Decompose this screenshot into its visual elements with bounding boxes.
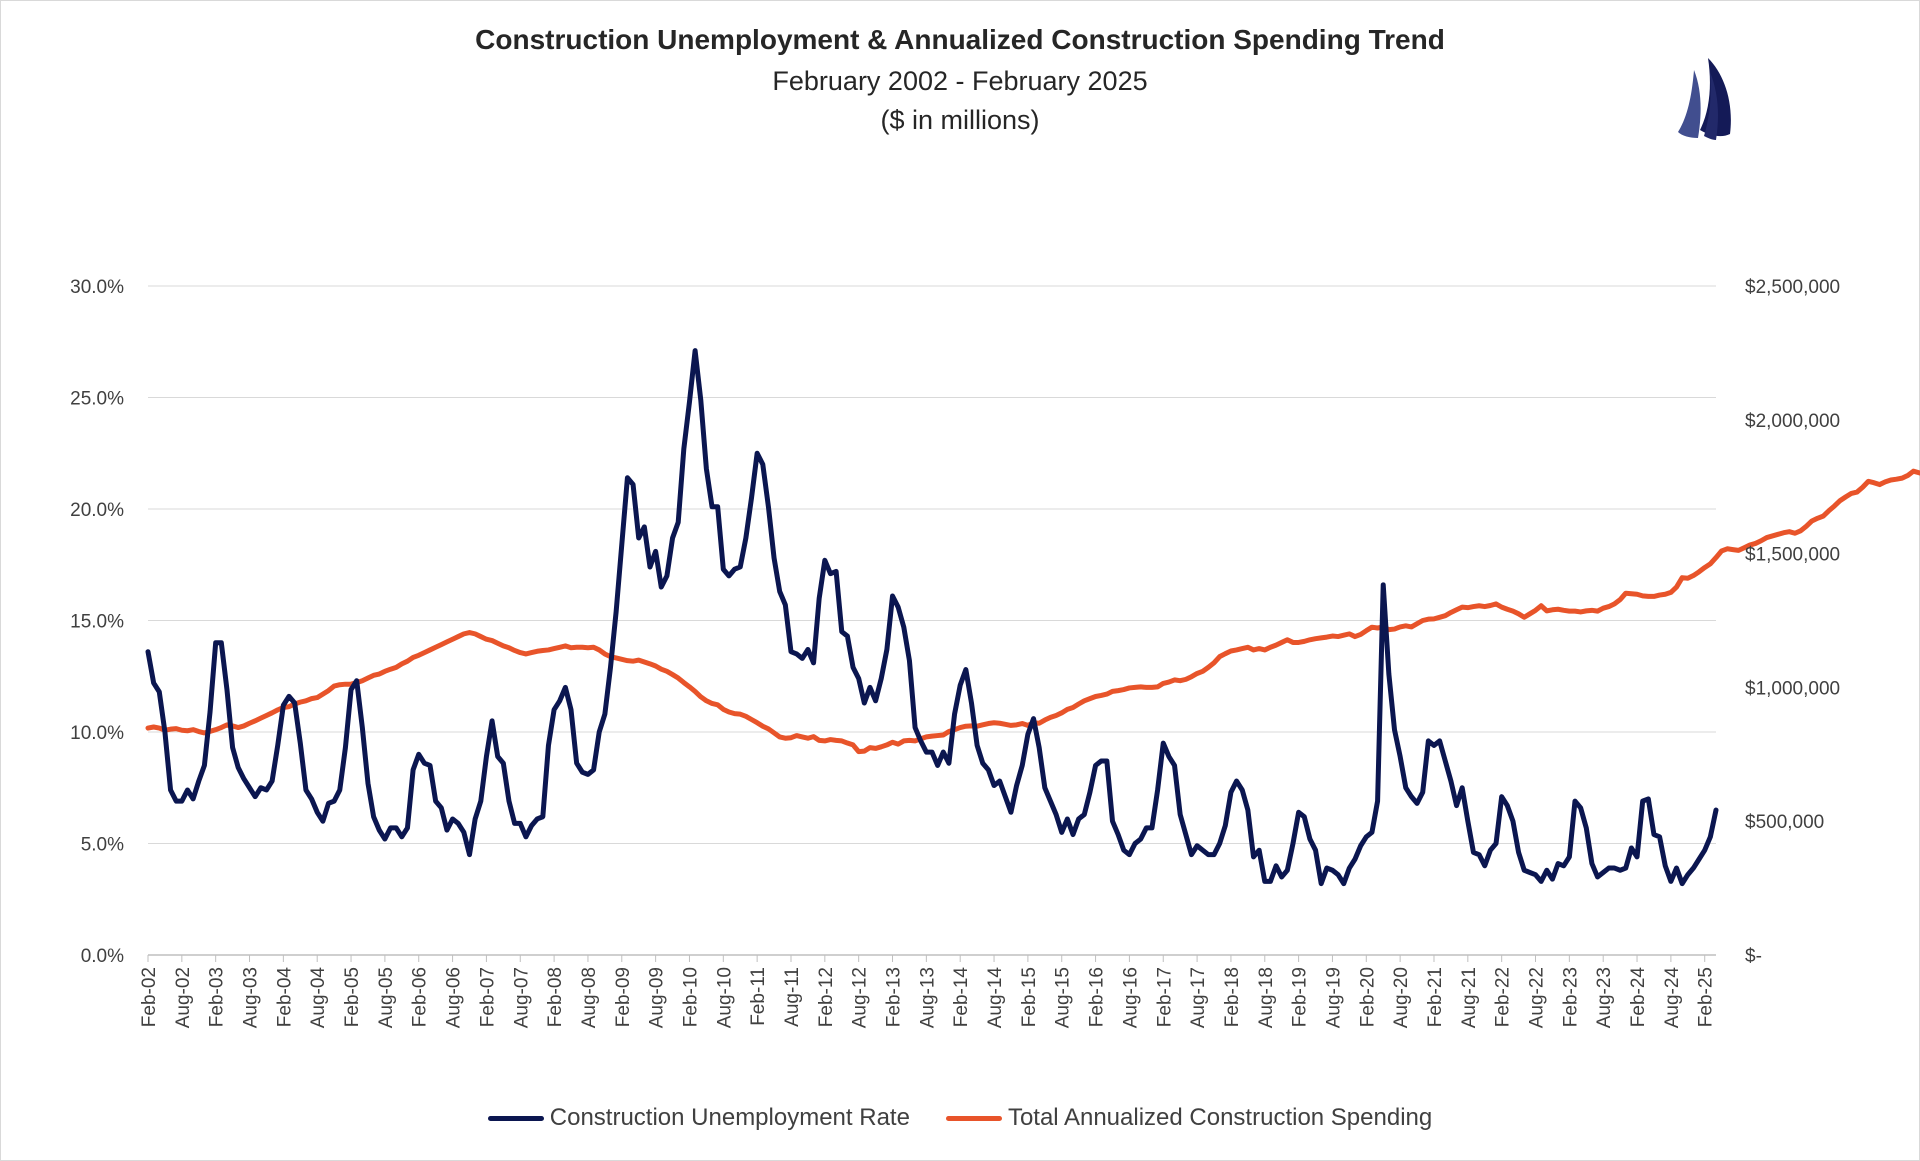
- x-tick-label: Feb-11: [748, 967, 769, 1026]
- y-left-tick-label: 0.0%: [81, 946, 124, 967]
- x-tick-label: Aug-02: [173, 967, 194, 1028]
- legend-label-unemployment: Construction Unemployment Rate: [549, 1104, 910, 1131]
- x-tick-label: Aug-22: [1527, 967, 1548, 1028]
- x-tick-label: Feb-13: [884, 967, 905, 1027]
- x-tick-label: Feb-05: [342, 967, 363, 1027]
- y-right-tick-label: $-: [1745, 946, 1762, 967]
- x-tick-label: Aug-13: [917, 967, 938, 1028]
- x-tick-label: Aug-14: [985, 967, 1006, 1029]
- x-tick-label: Aug-04: [308, 967, 329, 1029]
- x-tick-label: Aug-20: [1391, 967, 1412, 1028]
- chart-units-note: ($ in millions): [880, 105, 1040, 135]
- y-left-tick-label: 15.0%: [70, 612, 124, 633]
- x-tick-label: Aug-06: [444, 967, 465, 1028]
- x-tick-label: Aug-09: [647, 967, 668, 1028]
- x-tick-label: Feb-23: [1560, 967, 1581, 1027]
- x-tick-label: Aug-03: [241, 967, 262, 1028]
- x-tick-label: Feb-14: [951, 967, 972, 1028]
- x-tick-label: Feb-17: [1154, 967, 1175, 1027]
- legend-item-spending: Total Annualized Construction Spending: [945, 1104, 1433, 1132]
- x-tick-label: Aug-07: [511, 967, 532, 1028]
- y-left-tick-label: 5.0%: [81, 835, 124, 856]
- legend-label-spending: Total Annualized Construction Spending: [1007, 1104, 1433, 1131]
- x-tick-label: Aug-05: [376, 967, 397, 1028]
- x-tick-label: Aug-24: [1662, 967, 1683, 1029]
- y-right-tick-label: $500,000: [1745, 812, 1824, 833]
- chart-subtitle: February 2002 - February 2025: [772, 66, 1148, 96]
- x-tick-label: Feb-07: [477, 967, 498, 1027]
- x-tick-label: Feb-18: [1222, 967, 1243, 1027]
- y-left-tick-label: 25.0%: [70, 389, 124, 410]
- x-tick-label: Feb-22: [1493, 967, 1514, 1027]
- x-tick-label: Feb-15: [1019, 967, 1040, 1027]
- x-tick-label: Feb-21: [1425, 967, 1446, 1027]
- x-tick-label: Feb-09: [613, 967, 634, 1027]
- x-tick-label: Aug-23: [1594, 967, 1615, 1028]
- y-right-tick-label: $1,500,000: [1745, 545, 1840, 566]
- x-tick-label: Aug-17: [1188, 967, 1209, 1028]
- x-tick-label: Feb-03: [207, 967, 228, 1027]
- x-tick-label: Aug-12: [850, 967, 871, 1028]
- x-tick-label: Aug-19: [1323, 967, 1344, 1028]
- x-tick-label: Aug-16: [1120, 967, 1141, 1028]
- x-tick-label: Feb-24: [1628, 967, 1649, 1028]
- x-tick-label: Aug-08: [579, 967, 600, 1028]
- x-tick-label: Feb-02: [139, 967, 160, 1027]
- y-left-tick-label: 10.0%: [70, 723, 124, 744]
- x-tick-label: Feb-06: [410, 967, 431, 1027]
- legend: Construction Unemployment Rate Total Ann…: [0, 1104, 1920, 1132]
- construction-spending-line: [145, 468, 1920, 755]
- x-tick-label: Feb-12: [816, 967, 837, 1027]
- y-right-tick-label: $2,500,000: [1745, 277, 1840, 298]
- sailboat-logo-icon: [1678, 58, 1731, 140]
- legend-swatch-spending: [945, 1115, 1002, 1121]
- x-tick-label: Feb-04: [274, 967, 295, 1028]
- chart-title: Construction Unemployment & Annualized C…: [475, 24, 1445, 55]
- x-tick-label: Feb-16: [1087, 967, 1108, 1027]
- x-tick-label: Feb-25: [1696, 967, 1717, 1027]
- legend-item-unemployment: Construction Unemployment Rate: [487, 1104, 910, 1132]
- x-tick-label: Aug-11: [782, 967, 803, 1027]
- y-right-tick-label: $2,000,000: [1745, 411, 1840, 432]
- x-tick-label: Aug-18: [1256, 967, 1277, 1028]
- x-tick-label: Aug-10: [714, 967, 735, 1028]
- y-left-tick-label: 30.0%: [70, 277, 124, 298]
- x-tick-label: Aug-21: [1459, 967, 1480, 1028]
- x-tick-label: Feb-20: [1357, 967, 1378, 1027]
- y-left-tick-label: 20.0%: [70, 500, 124, 521]
- legend-swatch-unemployment: [487, 1115, 544, 1121]
- x-tick-label: Aug-15: [1053, 967, 1074, 1028]
- x-tick-label: Feb-10: [680, 967, 701, 1027]
- y-right-tick-label: $1,000,000: [1745, 678, 1840, 699]
- unemployment-rate-line: [145, 348, 1719, 887]
- x-tick-label: Feb-19: [1290, 967, 1311, 1027]
- x-tick-label: Feb-08: [545, 967, 566, 1027]
